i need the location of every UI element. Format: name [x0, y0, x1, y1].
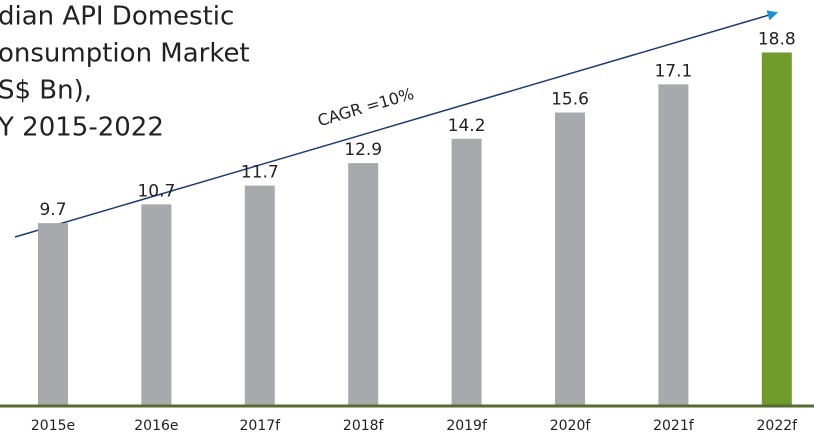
x-tick-label: 2021f [653, 418, 695, 434]
bar [348, 163, 379, 405]
value-label: 17.1 [654, 61, 692, 81]
value-label: 15.6 [551, 90, 589, 110]
cagr-arrow [14, 10, 779, 238]
chart-title: onsumption Market [0, 39, 250, 69]
value-label: 9.7 [39, 200, 66, 220]
bar [658, 84, 689, 405]
x-tick-label: 2015e [31, 418, 75, 434]
x-tick-label: 2018f [343, 418, 385, 434]
bar [555, 112, 585, 405]
value-label: 12.9 [344, 140, 382, 160]
chart-title: S$ Bn), [0, 76, 92, 106]
value-label: 18.8 [758, 30, 796, 50]
x-tick-label: 2016e [134, 418, 178, 434]
x-tick-label: 2020f [550, 418, 592, 434]
x-tick-label: 2019f [446, 418, 488, 434]
value-label: 10.7 [137, 181, 175, 201]
bar [38, 223, 68, 405]
bar [761, 52, 792, 405]
value-label: 11.7 [241, 163, 279, 183]
x-tick-label: 2017f [240, 418, 282, 434]
bar [141, 204, 172, 405]
value-label: 14.2 [448, 116, 486, 136]
chart-title: Y 2015-2022 [0, 113, 164, 143]
x-tick-label: 2022f [757, 418, 799, 434]
bar [244, 185, 275, 405]
bar [451, 138, 482, 405]
chart-title: dian API Domestic [0, 2, 234, 32]
